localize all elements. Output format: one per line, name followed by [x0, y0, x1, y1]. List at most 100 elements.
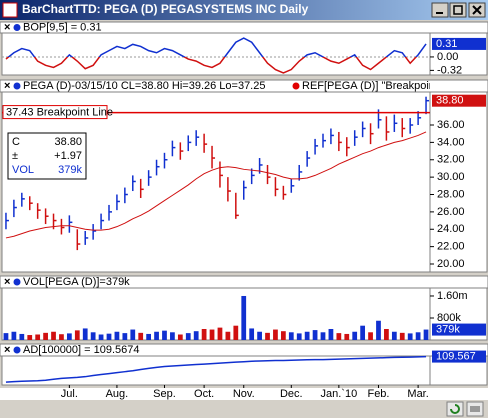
volume-bar	[241, 295, 247, 340]
volume-bar	[391, 331, 397, 340]
moving-average	[5, 131, 427, 239]
panel-close: ×	[4, 80, 10, 92]
volume-bar	[82, 328, 88, 340]
refresh-icon	[450, 404, 460, 414]
close-icon	[472, 5, 482, 15]
x-axis-band	[0, 388, 488, 400]
volume-bar	[114, 331, 120, 340]
indicator-line-negative	[5, 56, 418, 74]
info-box	[7, 132, 87, 180]
y-tick-label: 28.00	[437, 188, 465, 200]
breakpoint-label-bg	[2, 105, 108, 120]
x-tick-label: Dec.	[280, 388, 303, 400]
volume-bar	[98, 334, 104, 340]
volume-bar	[162, 330, 167, 340]
header-group: BOP[9,5] = 0.31	[23, 21, 102, 33]
header-group: VOL[PEGA (D)]=379k	[23, 276, 130, 288]
volume-bar	[296, 333, 302, 340]
volume-bar	[154, 331, 159, 340]
last-value-badge	[432, 350, 486, 363]
info-value: +1.97	[54, 150, 82, 162]
minimize-button[interactable]	[431, 2, 449, 18]
last-value-badge	[432, 94, 486, 107]
volume-bar	[384, 328, 389, 340]
y-tick-label: 22.00	[437, 241, 465, 253]
status-bar	[0, 400, 488, 418]
indicator-line	[5, 355, 427, 383]
panel-icon	[13, 278, 21, 286]
x-tick-label: Mar.	[407, 388, 428, 400]
volume-bar	[146, 333, 152, 340]
volume-bar	[368, 332, 373, 340]
panel-icon	[13, 82, 21, 90]
panel-icon	[13, 24, 21, 31]
volume-bar	[43, 332, 48, 340]
last-value-label: 109.567	[436, 350, 476, 362]
maximize-button[interactable]	[449, 2, 467, 18]
indicator-line	[7, 37, 427, 57]
window-buttons[interactable]	[431, 2, 486, 18]
x-tick-label: Aug.	[106, 388, 129, 400]
volume-bar	[233, 325, 239, 340]
volume-bar	[376, 320, 381, 340]
info-value: 379k	[58, 164, 82, 176]
last-value-label: 379k	[436, 323, 460, 335]
volume-bar	[59, 334, 64, 340]
volume-bar	[344, 333, 350, 340]
x-tick-label: Feb.	[367, 388, 389, 400]
volume-bar	[304, 331, 310, 340]
plot-area	[1, 355, 431, 386]
volume-bar	[336, 333, 342, 340]
volume-bar	[66, 333, 72, 340]
volume-bar	[209, 329, 215, 340]
volume-bar	[360, 325, 366, 340]
volume-bar	[51, 331, 56, 340]
volume-bar	[352, 331, 358, 340]
volume-bar	[177, 334, 183, 340]
plot-group	[5, 96, 430, 251]
volume-bar	[217, 327, 223, 340]
y-tick-label: 26.00	[437, 206, 465, 218]
last-value-badge	[432, 37, 486, 50]
legend-entry: REF[PEGA (D)] "Breakpoint Line"	[302, 80, 466, 92]
axis-area	[429, 91, 488, 273]
last-value-label: 0.31	[436, 38, 457, 50]
volume-bar	[106, 333, 112, 340]
info-label: VOL	[12, 164, 34, 176]
y-tick-label: 34.00	[437, 136, 465, 148]
x-tick-label: Oct.	[194, 388, 214, 400]
panel-title: BOP[9,5] = 0.31	[23, 21, 102, 33]
volume-bar	[11, 331, 17, 340]
volume-bar	[3, 333, 9, 340]
print-icon	[470, 406, 480, 412]
panel-icon	[13, 346, 21, 354]
volume-bar	[19, 333, 25, 340]
x-tick-label: Jan.`10	[321, 388, 358, 400]
x-tick-label: Jul.	[61, 388, 78, 400]
y-tick-label: 32.00	[437, 154, 465, 166]
y-tick-label: 800k	[437, 312, 461, 324]
volume-bar	[320, 332, 326, 340]
info-label: C	[12, 136, 20, 148]
volume-bar	[122, 333, 128, 340]
plot-area	[1, 287, 431, 341]
volume-bar	[312, 330, 318, 340]
last-value-badge	[432, 323, 486, 336]
info-label: ±	[12, 150, 18, 162]
legend-icon	[292, 82, 300, 90]
app-icon	[2, 2, 18, 18]
volume-bar	[280, 331, 286, 340]
panel-close: ×	[4, 344, 10, 356]
y-tick-label: 20.00	[437, 258, 465, 270]
plot-group	[5, 355, 427, 383]
title-bar	[0, 0, 488, 20]
window-title: BarChartTTD: PEGA (D) PEGASYSTEMS INC Da…	[22, 2, 309, 16]
volume-bar	[27, 335, 33, 340]
volume-bar	[170, 332, 175, 340]
refresh-button[interactable]	[446, 401, 464, 417]
maximize-icon	[453, 5, 463, 15]
panel-title: AD[100000] = 109.5674	[23, 344, 140, 356]
y-tick-label: -0.32	[437, 64, 462, 76]
volume-bar	[288, 332, 294, 340]
